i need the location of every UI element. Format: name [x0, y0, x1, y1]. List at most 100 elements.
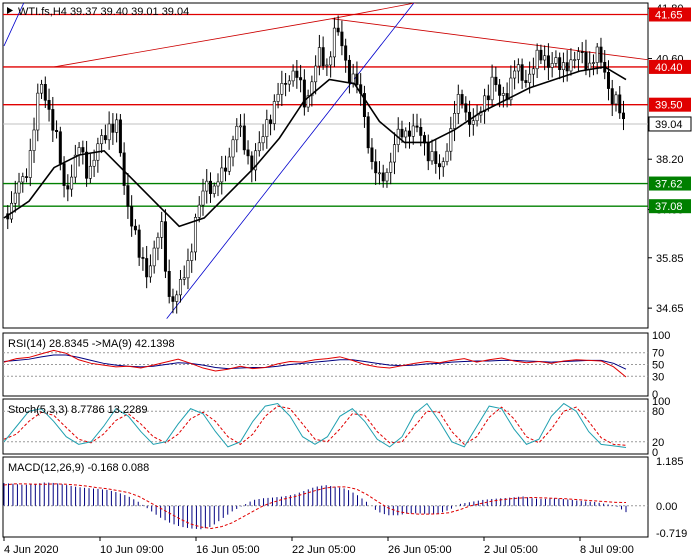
- x-tick-label-0: 4 Jun 2020: [4, 544, 58, 556]
- candle-body-27: [107, 123, 111, 141]
- candle-body-152: [576, 51, 580, 60]
- moving-average-line: [3, 66, 627, 228]
- x-tick-label-5: 2 Jul 05:00: [484, 544, 538, 556]
- candle-body-20: [81, 147, 85, 153]
- candle-body-136: [516, 64, 520, 72]
- candle-body-127: [483, 95, 487, 112]
- rsi-axis-label-0: 100: [652, 330, 670, 342]
- candle-body-146: [554, 57, 558, 64]
- candle-body-154: [584, 51, 588, 70]
- candle-body-149: [565, 62, 569, 72]
- candle-body-39: [152, 247, 156, 267]
- candle-body-40: [156, 236, 160, 249]
- candle-body-114: [434, 151, 438, 164]
- candle-body-120: [456, 94, 460, 114]
- candle-body-160: [606, 71, 610, 89]
- candle-body-90: [344, 45, 348, 61]
- candle-body-137: [520, 64, 524, 81]
- candle-body-78: [299, 77, 303, 81]
- candle-body-15: [62, 163, 66, 186]
- candle-body-51: [197, 204, 201, 218]
- candle-body-143: [543, 55, 547, 61]
- candle-body-10: [43, 84, 47, 101]
- candle-body-50: [193, 217, 197, 253]
- candle-body-70: [269, 119, 273, 124]
- candle-body-138: [524, 80, 528, 83]
- candle-body-142: [539, 49, 543, 61]
- candle-body-11: [47, 99, 51, 110]
- candle-body-38: [148, 265, 152, 278]
- candle-body-79: [302, 79, 306, 108]
- candle-body-8: [36, 92, 40, 131]
- candle-body-156: [591, 62, 595, 64]
- rsi-axis-label-3: 30: [652, 371, 664, 383]
- candle-body-64: [246, 149, 250, 157]
- candle-body-132: [501, 93, 505, 96]
- x-tick-label-6: 8 Jul 09:00: [580, 544, 634, 556]
- rsi-layer: [3, 349, 648, 378]
- candle-body-3: [17, 181, 21, 194]
- main-price-panel: [2, 2, 649, 329]
- candle-body-92: [351, 73, 355, 84]
- candle-body-82: [314, 65, 318, 83]
- candle-body-86: [329, 56, 333, 66]
- macd-panel: [2, 456, 649, 538]
- candle-body-16: [66, 185, 70, 190]
- price-tick-label-5: 34.65: [656, 303, 684, 315]
- candle-body-161: [610, 88, 614, 105]
- axis-layer: 41.8040.6038.2037.0035.8534.6541.6540.40…: [3, 3, 692, 556]
- candle-body-46: [178, 279, 182, 296]
- candle-body-68: [261, 136, 265, 144]
- macd-layer: [3, 482, 648, 530]
- candle-body-4: [21, 176, 25, 183]
- stoch-axis-label-3: 0: [652, 447, 658, 459]
- candle-body-162: [614, 94, 618, 105]
- candle-body-62: [239, 125, 243, 128]
- candle-body-19: [77, 147, 81, 156]
- candle-body-103: [392, 144, 396, 163]
- candle-body-9: [40, 84, 44, 94]
- candle-body-88: [336, 27, 340, 33]
- candle-body-41: [160, 221, 164, 238]
- candle-body-93: [355, 73, 359, 85]
- candle-body-25: [100, 135, 104, 145]
- candle-body-157: [595, 46, 599, 63]
- level-tag-bg-1: [649, 59, 691, 74]
- candle-body-49: [190, 251, 194, 261]
- candle-body-59: [227, 156, 231, 172]
- candle-body-145: [550, 63, 554, 68]
- rsi-line: [3, 349, 627, 378]
- candle-body-17: [70, 176, 74, 190]
- candle-body-105: [400, 128, 404, 138]
- price-tick-label-4: 35.85: [656, 253, 684, 265]
- level-tag-label-3: 37.62: [655, 179, 683, 191]
- candle-body-5: [25, 176, 29, 178]
- candle-body-71: [272, 101, 276, 124]
- collapse-triangle-icon[interactable]: [7, 7, 13, 14]
- candle-body-13: [55, 129, 59, 133]
- candle-body-141: [535, 49, 539, 70]
- candle-body-67: [257, 142, 261, 152]
- candle-body-33: [130, 206, 134, 227]
- candle-body-43: [167, 271, 171, 297]
- candle-body-74: [284, 83, 288, 85]
- candle-body-53: [205, 180, 209, 192]
- level-tag-label-0: 41.65: [655, 9, 683, 21]
- candle-body-61: [235, 125, 239, 141]
- candle-body-66: [254, 150, 258, 171]
- candle-body-124: [471, 120, 475, 125]
- candle-body-140: [531, 68, 535, 75]
- macd-axis-label-0: 1.185: [656, 456, 684, 468]
- level-tag-bg-0: [649, 7, 691, 22]
- candle-body-116: [441, 161, 445, 168]
- candle-body-23: [92, 159, 96, 167]
- candle-body-42: [163, 221, 167, 272]
- candle-body-44: [171, 296, 175, 302]
- price-tick-label-2: 38.20: [656, 154, 684, 166]
- candle-body-77: [295, 70, 299, 78]
- candle-body-144: [546, 55, 550, 68]
- candle-body-14: [58, 131, 62, 164]
- candle-body-101: [385, 172, 389, 182]
